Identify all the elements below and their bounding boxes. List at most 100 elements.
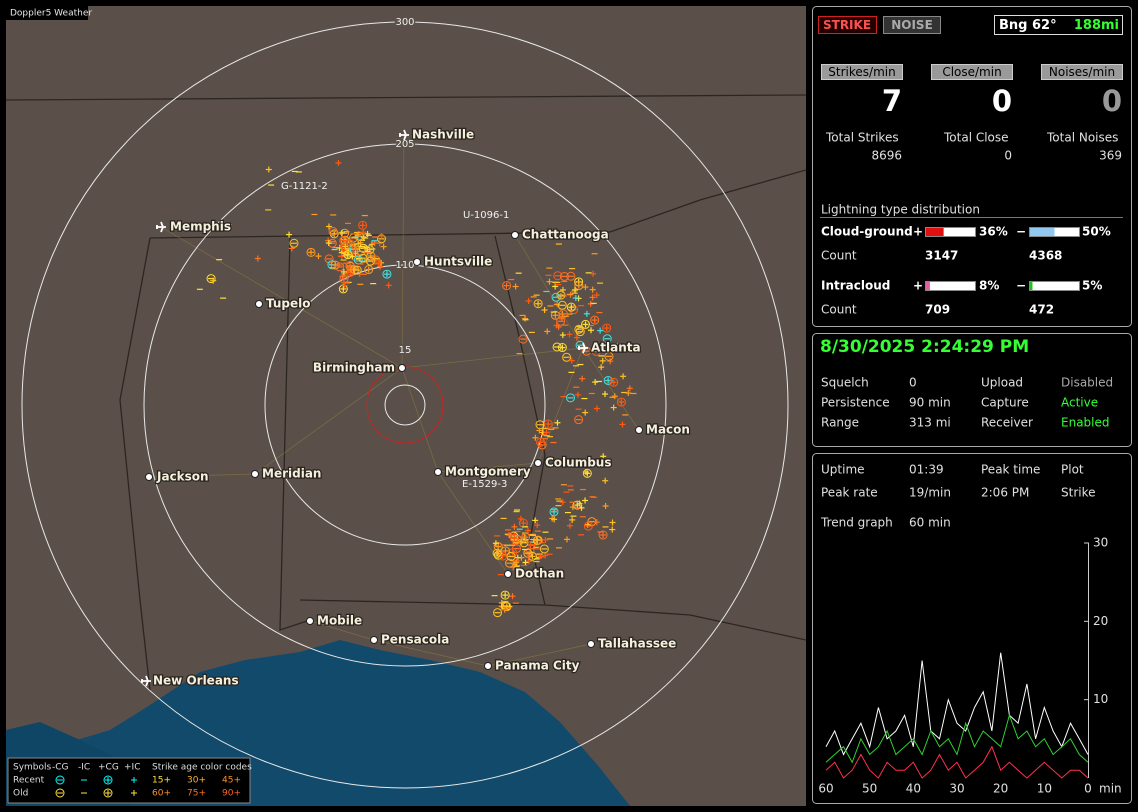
map-title: Doppler5 Weather bbox=[10, 9, 92, 19]
strike-ring bbox=[590, 315, 600, 325]
ring-label: 15 bbox=[399, 345, 412, 356]
percent: 5% bbox=[1082, 279, 1102, 293]
bar bbox=[926, 228, 944, 236]
total-value: 0 bbox=[1004, 149, 1012, 163]
bar bbox=[926, 282, 930, 290]
legend-age: 15+ bbox=[152, 776, 171, 786]
stats-cell: Peak time bbox=[981, 463, 1040, 477]
city-label: Dothan bbox=[515, 567, 564, 581]
city-label: Jackson bbox=[156, 470, 209, 484]
city-dot bbox=[511, 231, 519, 239]
x-tick-label: 0 bbox=[1084, 782, 1092, 796]
strike-ring bbox=[358, 220, 368, 230]
storm-label: G-1121-2 bbox=[281, 181, 328, 192]
title-box bbox=[6, 6, 88, 20]
stats-cell: Plot bbox=[1061, 463, 1084, 477]
stats-cell: 60 min bbox=[909, 516, 951, 530]
total-value: 369 bbox=[1099, 149, 1122, 163]
strike-ring bbox=[521, 532, 531, 542]
noise-button[interactable] bbox=[883, 16, 941, 34]
trend-graph: 10 20 30 60 50 40 30 20 10 0 min bbox=[818, 536, 1121, 796]
cities: Nashville Memphis Chattanooga Huntsville Tup… bbox=[141, 126, 691, 689]
strike-ring bbox=[574, 324, 584, 334]
city-label: Memphis bbox=[170, 220, 231, 234]
x-tick-label: 40 bbox=[906, 782, 921, 796]
strike-ring bbox=[324, 254, 334, 264]
legend-box bbox=[7, 757, 251, 804]
rate-value: 7 bbox=[882, 84, 902, 118]
legend: Symbols -CG -IC +CG +IC Strike age color… bbox=[7, 757, 252, 804]
total-label: Total Close bbox=[943, 131, 1009, 145]
stats-cell: Trend graph bbox=[820, 516, 893, 530]
legend-symbol bbox=[55, 788, 65, 798]
total-label: Total Strikes bbox=[825, 131, 899, 145]
trend-line bbox=[825, 713, 1089, 764]
sign: − bbox=[1016, 225, 1026, 239]
strike-ring bbox=[569, 305, 579, 315]
stats-rows: Uptime 01:39 Peak time Plot Peak rate 19/min 2… bbox=[820, 463, 1096, 530]
y-tick-label: 20 bbox=[1093, 614, 1108, 628]
strike-button[interactable] bbox=[818, 16, 877, 34]
strike-ring bbox=[343, 250, 353, 260]
strike-ring bbox=[559, 271, 569, 281]
timestamp: 8/30/2025 2:24:29 PM bbox=[820, 337, 1029, 357]
distribution-title: Lightning type distribution bbox=[821, 203, 980, 217]
legend-age-title: Strike age color codes bbox=[152, 763, 252, 773]
bearing: Bng 62° bbox=[999, 18, 1057, 33]
airport-icon bbox=[578, 342, 588, 354]
strike-ring bbox=[609, 377, 619, 387]
stats-cell: 2:06 PM bbox=[981, 486, 1029, 500]
rate-label-box bbox=[821, 64, 903, 80]
status-cell: 90 min bbox=[909, 396, 951, 410]
status-cell: 0 bbox=[909, 376, 917, 390]
count: 3147 bbox=[925, 249, 958, 263]
x-tick-label: 20 bbox=[993, 782, 1008, 796]
legend-row: Recent bbox=[13, 776, 45, 786]
distribution: Cloud-ground Count + 36% 3147 − 50% 4368 Intracl… bbox=[821, 225, 1111, 317]
strike-ring bbox=[583, 521, 593, 531]
status-cell: Persistence bbox=[821, 396, 890, 410]
status-cell: Disabled bbox=[1061, 376, 1113, 390]
bar-track bbox=[925, 227, 976, 237]
legend-age: 30+ bbox=[187, 776, 206, 786]
ring-label: 300 bbox=[395, 17, 414, 28]
rate-label: Strikes/min bbox=[828, 65, 895, 79]
count: 4368 bbox=[1029, 249, 1062, 263]
stats-cell: Strike bbox=[1061, 486, 1096, 500]
strike-ring bbox=[581, 319, 591, 329]
rate-value: 0 bbox=[992, 84, 1012, 118]
x-tick-label: 50 bbox=[862, 782, 877, 796]
x-unit: min bbox=[1099, 782, 1122, 796]
city-label: Pensacola bbox=[381, 633, 449, 647]
status-cell: Range bbox=[821, 416, 859, 430]
strike-ring bbox=[365, 256, 375, 266]
strike-ring bbox=[358, 243, 368, 253]
strike-ring bbox=[582, 468, 592, 478]
strike-ring bbox=[364, 265, 374, 275]
strike-ring bbox=[330, 260, 340, 270]
trend-line bbox=[825, 745, 1089, 779]
city-label: Meridian bbox=[262, 467, 321, 481]
strike-ring bbox=[366, 251, 376, 261]
rate-label-box bbox=[931, 64, 1013, 80]
strike-ring bbox=[552, 342, 562, 352]
city-label: Tupelo bbox=[266, 297, 311, 311]
x-tick-label: 60 bbox=[818, 782, 833, 796]
percent: 8% bbox=[979, 279, 999, 293]
sign: + bbox=[913, 225, 923, 239]
strike-ring bbox=[382, 269, 392, 279]
legend-row: Old bbox=[13, 789, 28, 799]
city-label: New Orleans bbox=[153, 674, 239, 688]
airport-icon bbox=[141, 675, 151, 687]
city-dot bbox=[255, 300, 263, 308]
legend-age: 75+ bbox=[187, 789, 206, 799]
strike-ring bbox=[553, 271, 563, 281]
strike-ring bbox=[557, 300, 567, 310]
strike-ring bbox=[575, 327, 585, 337]
strike-ring bbox=[358, 253, 368, 263]
city-dot bbox=[504, 570, 512, 578]
range-ring bbox=[264, 264, 546, 546]
strike-ring bbox=[604, 351, 614, 361]
city-dot bbox=[434, 468, 442, 476]
